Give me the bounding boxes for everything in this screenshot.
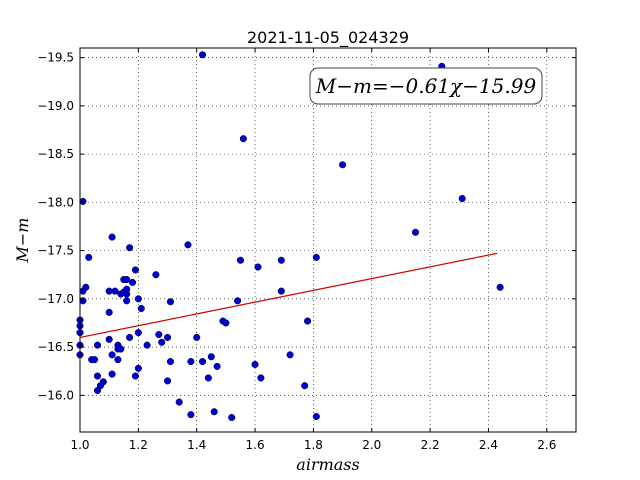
data-point <box>114 356 122 364</box>
data-point <box>228 413 236 422</box>
y-tick-label: −18.5 <box>37 147 74 161</box>
data-point <box>91 356 99 364</box>
data-point <box>187 411 195 419</box>
data-point <box>198 51 207 59</box>
data-point <box>93 341 102 349</box>
data-point <box>312 413 320 421</box>
y-tick-label: −19.5 <box>37 51 74 65</box>
x-tick-label: 2.4 <box>479 438 498 452</box>
x-tick-label: 2.2 <box>421 438 440 452</box>
fit-line <box>79 252 498 339</box>
y-tick-label: −16.5 <box>37 340 74 354</box>
x-tick-label: 1.2 <box>129 438 148 452</box>
data-point <box>204 374 212 382</box>
data-point <box>123 297 131 305</box>
data-point <box>163 333 172 341</box>
data-point <box>236 256 245 264</box>
data-point <box>496 283 504 291</box>
data-point <box>277 287 285 295</box>
data-point <box>458 194 466 203</box>
data-point <box>304 317 312 325</box>
data-point <box>126 244 134 252</box>
x-tick-label: 2.6 <box>537 438 556 452</box>
x-axis-label: airmass <box>296 455 359 474</box>
data-point <box>193 333 201 341</box>
x-tick-label: 1.6 <box>246 438 265 452</box>
data-point <box>134 329 142 337</box>
data-point <box>277 256 285 264</box>
plot-frame <box>79 47 577 433</box>
data-point <box>222 319 230 327</box>
data-point <box>166 298 174 306</box>
data-point <box>187 358 195 366</box>
x-tick-label: 1.0 <box>70 438 89 452</box>
data-point <box>137 304 145 313</box>
axis-ticks: 1.0 1.2 1.4 1.6 1.8 2.0 2.2 2.4 2.6 −16.0 −16.5 −17… <box>37 48 576 452</box>
data-point <box>254 263 262 271</box>
data-point <box>213 362 221 370</box>
annotation-text: M−m=−0.61χ−15.99 <box>315 74 537 98</box>
data-point <box>105 308 113 316</box>
fit-line-group <box>79 252 498 339</box>
data-point <box>82 283 90 291</box>
data-point <box>85 253 93 261</box>
y-tick-label: −19.0 <box>37 99 74 113</box>
y-tick-label: −17.0 <box>37 292 74 306</box>
y-axis-label: M−m <box>13 218 32 264</box>
annotation-box <box>309 67 543 105</box>
data-point <box>143 341 151 349</box>
grid <box>79 48 576 432</box>
data-point <box>175 398 183 406</box>
data-point <box>111 287 119 295</box>
data-point <box>251 360 259 369</box>
data-point <box>411 228 420 236</box>
data-point <box>108 370 116 378</box>
y-tick-label: −16.0 <box>37 388 74 402</box>
data-point <box>123 285 131 293</box>
data-point <box>152 271 160 279</box>
data-point <box>158 338 166 346</box>
x-tick-label: 2.0 <box>362 438 381 452</box>
y-tick-label: −17.5 <box>37 244 74 258</box>
data-point <box>163 377 172 385</box>
x-tick-label: 1.8 <box>304 438 323 452</box>
data-point <box>131 372 139 380</box>
data-point <box>134 295 142 303</box>
y-tick-label: −18.0 <box>37 195 74 209</box>
data-points <box>76 51 504 422</box>
data-point <box>126 333 134 341</box>
data-point <box>155 331 163 339</box>
data-point <box>234 297 242 305</box>
data-point <box>99 378 107 386</box>
data-point <box>93 372 102 380</box>
x-tick-label: 1.4 <box>187 438 206 452</box>
data-point <box>134 364 142 372</box>
equation-annotation: M−m=−0.61χ−15.99 <box>309 67 543 105</box>
data-point <box>339 161 347 169</box>
data-point <box>210 408 218 416</box>
data-point <box>105 335 113 343</box>
data-point <box>257 374 265 382</box>
data-point <box>301 382 309 390</box>
data-point <box>108 233 116 241</box>
data-point <box>184 241 192 249</box>
data-point <box>128 278 137 287</box>
chart-title: 2021-11-05_024329 <box>247 28 409 48</box>
data-point <box>286 351 294 359</box>
data-point <box>166 358 174 366</box>
data-point <box>123 276 131 284</box>
data-point <box>312 253 320 261</box>
data-point <box>108 351 116 359</box>
data-point <box>131 266 139 274</box>
data-point <box>198 358 207 366</box>
data-point <box>239 135 247 143</box>
data-point <box>79 197 87 205</box>
data-point <box>117 345 125 353</box>
data-point <box>207 353 215 361</box>
